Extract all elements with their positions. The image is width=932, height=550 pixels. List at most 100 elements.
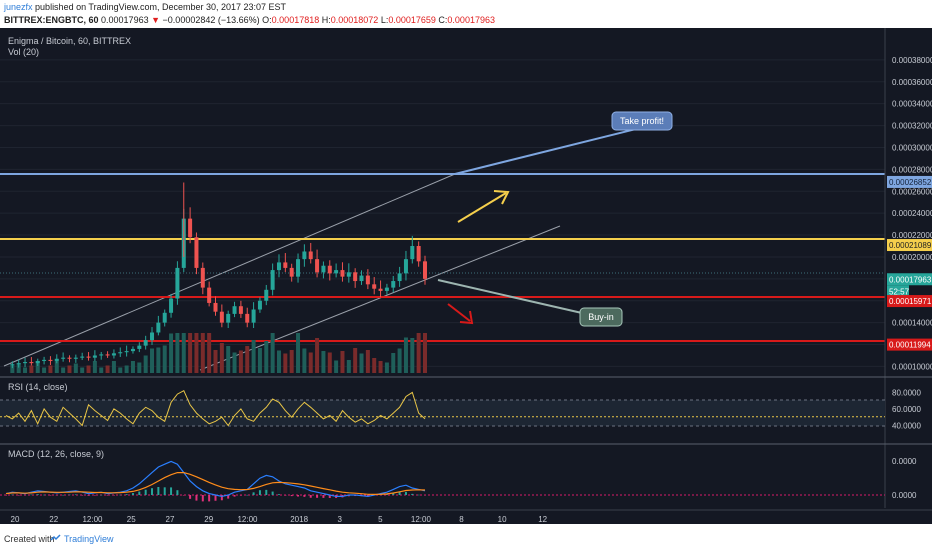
volume-bar [213,350,218,373]
macd-histogram-bar [182,495,185,496]
time-tick-label: 12:00 [411,515,432,524]
author-link[interactable]: junezfx [4,2,33,12]
candle-body [410,246,415,260]
candle-body [92,355,97,358]
chart-svg[interactable]: Enigma / Bitcoin, 60, BITTREX Vol (20) T… [0,28,932,524]
volume-bar [238,350,243,373]
price-marker [887,285,909,298]
time-tick-label: 12 [538,515,547,524]
volume-bar [16,363,21,373]
volume-bar [423,333,427,373]
candle-body [35,360,40,364]
macd-histogram-bar [322,495,325,498]
main-grid [0,59,885,367]
price-tick-label: 0.00036000 [892,78,932,87]
macd-histogram-bar [17,495,20,496]
candle-body [105,354,110,356]
candle-body [359,275,364,282]
candle-body [10,364,15,366]
buy-in-callout[interactable] [579,307,623,327]
price-marker-label: 52:57 [889,287,910,296]
volume-bar [334,360,339,373]
macd-histogram-bar [93,495,96,496]
candle-body [213,302,218,312]
candle-body [264,289,269,301]
volume-bar [365,350,370,373]
volume-bar [289,350,294,373]
chart-area[interactable]: Enigma / Bitcoin, 60, BITTREX Vol (20) T… [0,28,932,524]
candle-body [327,265,332,274]
volume-bar [327,352,332,373]
candle-body [156,322,161,333]
candles [10,182,427,369]
volume-bar [124,365,129,373]
last-price: 0.00017963 [101,15,149,25]
macd-histogram-bar [208,495,211,502]
candle-body [251,309,256,323]
pane-title: Enigma / Bitcoin, 60, BITTREX [8,36,131,46]
volume-bar [403,337,408,373]
macd-histogram-bar [201,495,204,502]
price-marker [887,239,932,252]
macd-histogram-bar [144,489,147,495]
macd-histogram-bar [43,494,46,496]
time-tick-label: 8 [459,515,464,524]
publish-line: junezfx published on TradingView.com, De… [4,2,286,12]
macd-histogram-bar [119,494,122,496]
volume-bar [48,365,53,373]
price-marker-label: 0.00026852 [889,178,932,187]
buy-in-text: Buy-in [588,312,614,322]
candle-body [124,351,129,353]
macd-histogram-bar [258,490,261,495]
volume-bar [416,333,421,373]
macd-line [5,460,426,498]
volume-bar [162,345,167,373]
macd-histogram-bar [55,495,58,496]
candle-body [118,352,123,354]
volume-bar [169,333,174,373]
candle-body [378,288,383,291]
candle-body [315,259,320,273]
macd-histogram-bar [74,494,77,495]
volume-bar [308,352,313,373]
candle-body [340,270,345,277]
volume-bar [384,362,389,373]
macd-histogram-bar [233,495,236,497]
candle-body [194,237,199,268]
volume-bar [29,365,34,373]
time-tick-label: 5 [378,515,383,524]
macd-histogram-bar [151,488,154,495]
candle-body [289,267,294,277]
macd-histogram-bar [220,495,223,501]
macd-axis-ticks: 0.0000 0.0000 [892,457,917,500]
volume-bar [54,361,59,373]
take-profit-callout[interactable] [611,111,673,131]
price-tick-label: 0.00020000 [892,253,932,262]
macd-histogram-bar [112,495,115,496]
macd-histogram-bar [100,494,103,496]
volume-bar [61,367,66,373]
price-tick-label: 0.00014000 [892,319,932,328]
time-tick-label: 10 [498,515,507,524]
volume-bar [42,367,47,373]
high-label: H: [321,15,331,25]
macd-histogram-bar [284,495,287,496]
channel-upper-line[interactable] [3,173,456,367]
candle-body [29,362,34,364]
macd-histogram-bar [131,493,134,495]
volume-bar [23,367,28,373]
macd-histogram-bar [176,490,179,495]
signal-line [5,472,426,496]
open-value: 0.00017818 [271,15,320,25]
tradingview-brand[interactable]: TradingView [64,534,114,544]
rsi-label: RSI (14, close) [8,382,68,392]
price-change: −0.00002842 (−13.66%) [162,15,260,25]
volume-bar [105,365,110,373]
macd-histogram-bar [157,487,160,495]
macd-histogram-bar [170,487,173,495]
time-tick-label: 3 [337,515,342,524]
volume-bar [219,343,224,373]
time-tick-label: 25 [127,515,136,524]
candle-body [130,348,135,352]
price-tick-label: 0.00026000 [892,187,932,196]
